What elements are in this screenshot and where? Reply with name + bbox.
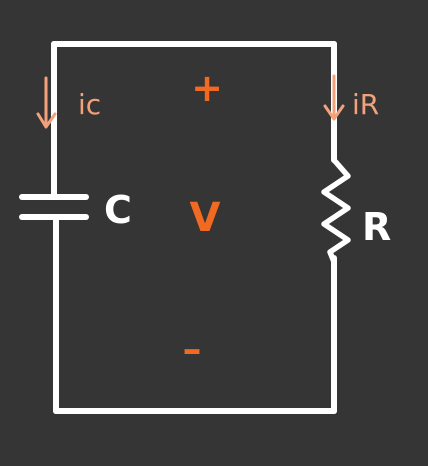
resistor-label: R: [362, 205, 391, 249]
capacitor-symbol: [19, 194, 89, 220]
resistor-current-arrow-icon: [323, 74, 345, 121]
resistor-symbol: [321, 157, 351, 265]
resistor-current-label: iR: [352, 88, 379, 121]
capacitor-label: C: [104, 188, 132, 232]
voltage-label: V: [190, 195, 221, 241]
voltage-minus-sign: –: [183, 327, 202, 371]
capacitor-current-label: ic: [78, 88, 101, 121]
capacitor-current-arrow-icon: [36, 76, 57, 129]
voltage-plus-sign: +: [191, 66, 223, 110]
